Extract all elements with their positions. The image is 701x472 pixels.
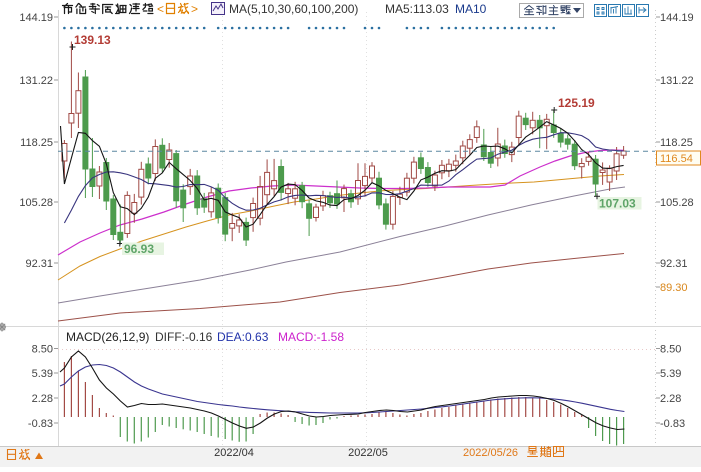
svg-text:92.31: 92.31 bbox=[660, 258, 688, 270]
svg-text:8.50: 8.50 bbox=[32, 344, 53, 356]
svg-text:2022/05: 2022/05 bbox=[348, 447, 388, 459]
svg-text:MACD:-1.58: MACD:-1.58 bbox=[278, 330, 344, 344]
svg-text:2.28: 2.28 bbox=[32, 393, 53, 405]
svg-text:116.54: 116.54 bbox=[660, 153, 693, 165]
svg-text:MA10: MA10 bbox=[455, 2, 487, 16]
svg-text:131.22: 131.22 bbox=[660, 75, 694, 87]
svg-text:MA5:113.03: MA5:113.03 bbox=[385, 2, 449, 16]
svg-text:5.39: 5.39 bbox=[32, 368, 53, 380]
svg-text:DIFF:-0.16: DIFF:-0.16 bbox=[155, 330, 213, 344]
svg-text:118.25: 118.25 bbox=[20, 137, 53, 149]
svg-text:MA(5,10,30,60,100,200): MA(5,10,30,60,100,200) bbox=[229, 2, 358, 16]
svg-text:144.19: 144.19 bbox=[19, 12, 53, 24]
svg-text:96.93: 96.93 bbox=[124, 242, 154, 256]
svg-text:139.13: 139.13 bbox=[74, 33, 111, 47]
svg-text:105.28: 105.28 bbox=[19, 197, 53, 209]
svg-text:2022/05/26: 2022/05/26 bbox=[463, 447, 518, 459]
svg-text:118.25: 118.25 bbox=[660, 137, 693, 149]
svg-text:2022/04: 2022/04 bbox=[214, 447, 254, 459]
svg-text:<: < bbox=[157, 2, 164, 16]
svg-text:MACD(26,12,9): MACD(26,12,9) bbox=[66, 330, 149, 344]
svg-text:-0.83: -0.83 bbox=[28, 418, 53, 430]
svg-text:131.22: 131.22 bbox=[19, 75, 53, 87]
svg-text:144.19: 144.19 bbox=[660, 12, 694, 24]
svg-text:105.28: 105.28 bbox=[660, 197, 694, 209]
svg-text:92.31: 92.31 bbox=[25, 258, 53, 270]
svg-text:>: > bbox=[191, 2, 198, 16]
svg-text:107.03: 107.03 bbox=[599, 197, 636, 211]
svg-text:89.30: 89.30 bbox=[660, 282, 688, 294]
svg-text:DEA:0.63: DEA:0.63 bbox=[217, 330, 269, 344]
svg-text:5.39: 5.39 bbox=[660, 368, 681, 380]
svg-text:-0.83: -0.83 bbox=[660, 418, 685, 430]
svg-text:2.28: 2.28 bbox=[660, 393, 681, 405]
svg-text:125.19: 125.19 bbox=[558, 96, 595, 110]
svg-text:8.50: 8.50 bbox=[660, 344, 681, 356]
